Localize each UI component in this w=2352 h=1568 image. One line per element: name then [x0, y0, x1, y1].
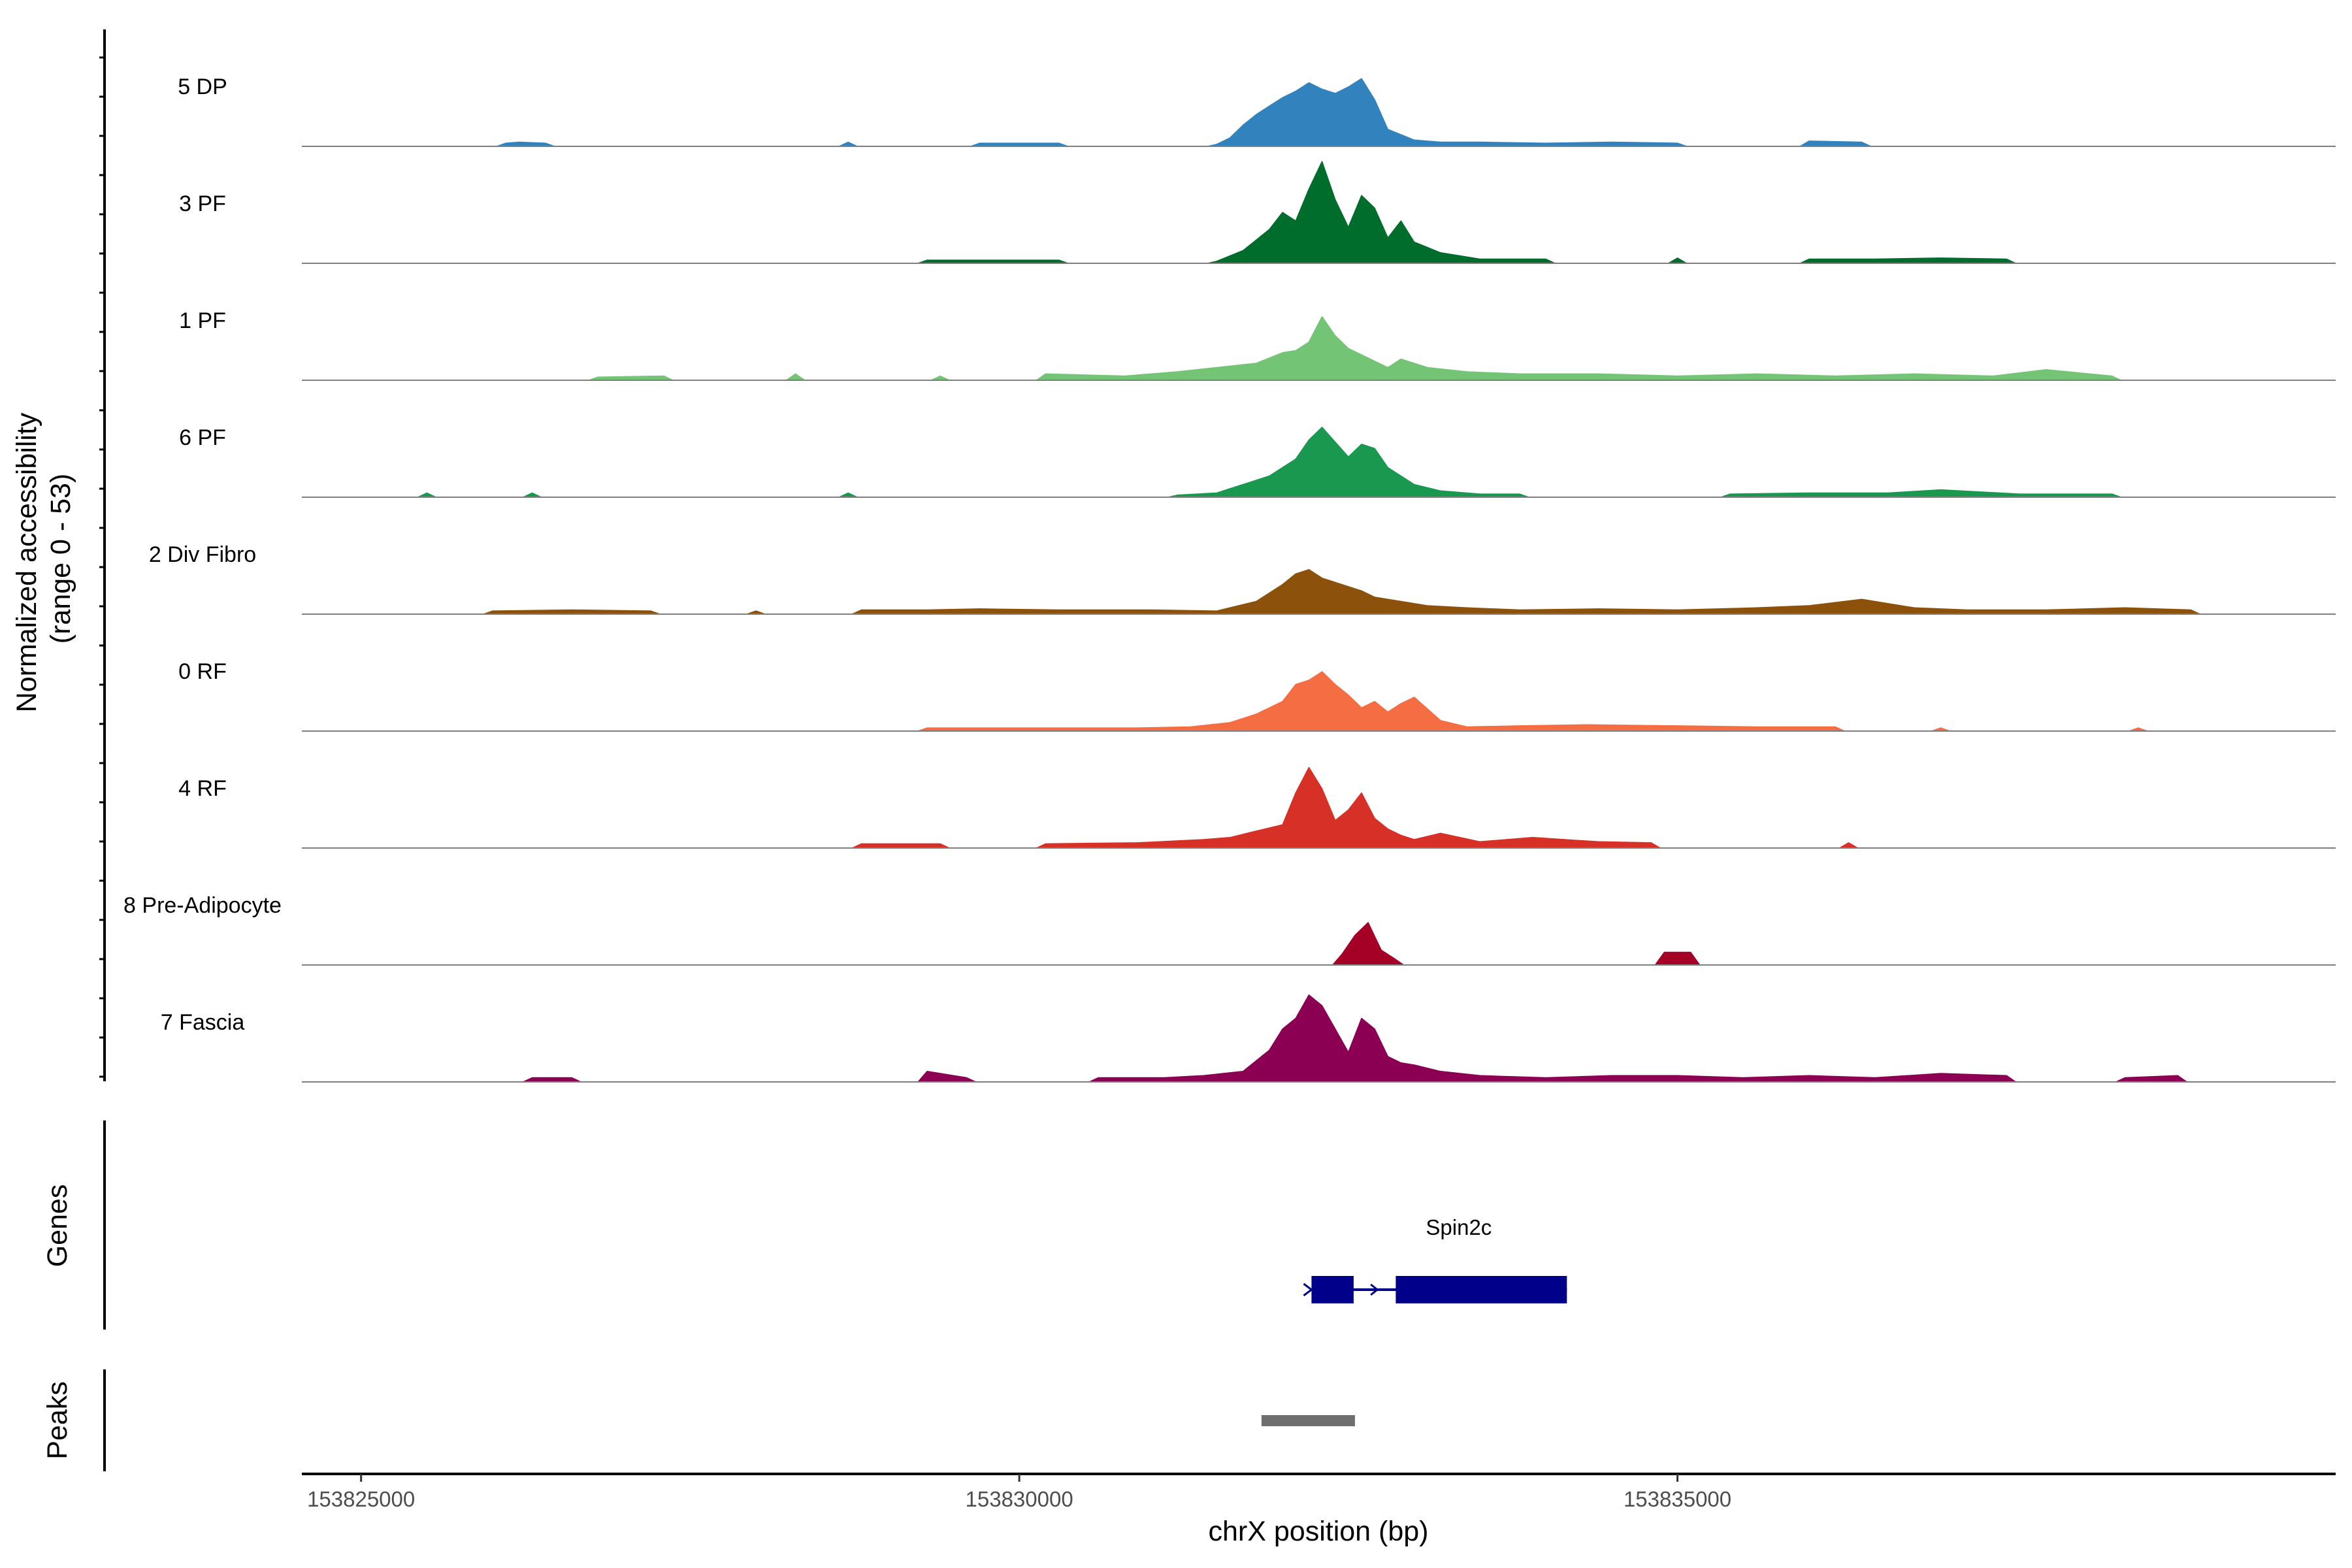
y-axis-title: Normalized accessibility (range 0 - 53) [11, 405, 76, 713]
coverage-area-3-pf [917, 161, 2017, 264]
x-axis-ticks: 153825000 153830000 153835000 [307, 1474, 1731, 1511]
track-label-3-pf: 3 PF [179, 191, 226, 216]
x-tick-label: 153825000 [307, 1487, 415, 1511]
track-label-0-rf: 0 RF [178, 659, 227, 684]
track-label-5-dp: 5 DP [178, 74, 227, 99]
coverage-area-8-pre-adipocyte [1332, 922, 1701, 966]
coverage-area-1-pf [588, 316, 2122, 381]
track-label-2-div-fibro: 2 Div Fibro [149, 542, 256, 567]
genes-panel-title: Genes [42, 1184, 73, 1267]
x-tick-label: 153835000 [1624, 1487, 1731, 1511]
gene-exon [1311, 1276, 1354, 1303]
coverage-tracks: 5 DP 3 PF 1 PF 6 PF 2 Div Fibro 0 RF 4 RF 8 Pre… [123, 74, 2336, 1083]
y-axis-title-main: Normalized accessibility [11, 412, 42, 712]
track-label-1-pf: 1 PF [179, 308, 226, 333]
coverage-area-0-rf [917, 671, 2148, 732]
peak-panel [1261, 1415, 1355, 1426]
track-label-4-rf: 4 RF [178, 776, 227, 801]
gene-label-spin2c: Spin2c [1426, 1215, 1492, 1239]
coverage-area-4-rf [851, 766, 1859, 849]
gene-exon [1396, 1276, 1567, 1303]
x-axis-title: chrX position (bp) [1209, 1516, 1429, 1547]
peak-region [1261, 1415, 1355, 1426]
x-tick-label: 153830000 [966, 1487, 1073, 1511]
coverage-area-7-fascia [522, 994, 2187, 1083]
left-axis [99, 29, 106, 1471]
coverage-area-2-div-fibro [483, 569, 2201, 615]
coverage-area-6-pf [417, 427, 2122, 498]
strand-arrow-icon [1370, 1283, 1379, 1296]
strand-arrow-icon [1303, 1282, 1313, 1297]
peaks-panel-title: Peaks [42, 1381, 73, 1460]
y-axis-title-range: (range 0 - 53) [45, 474, 76, 644]
track-label-7-fascia: 7 Fascia [161, 1010, 245, 1035]
track-label-6-pf: 6 PF [179, 425, 226, 450]
gene-panel: Spin2c [1303, 1215, 1567, 1303]
coverage-area-5-dp [496, 78, 1872, 147]
track-label-8-pre-adipocyte: 8 Pre-Adipocyte [123, 893, 282, 918]
